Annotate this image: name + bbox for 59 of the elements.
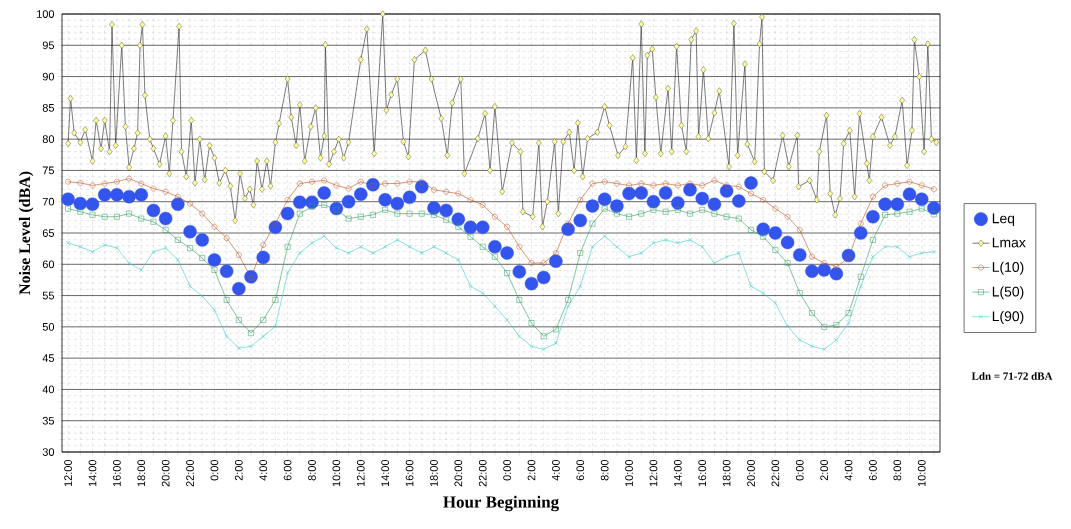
x-tick-label: 12:00 <box>64 459 72 487</box>
x-tick-label: 16:00 <box>698 459 707 487</box>
y-tick-label: 30 <box>42 448 55 456</box>
x-tick-label: 0:00 <box>210 459 219 481</box>
x-tick-label: 14:00 <box>88 459 97 487</box>
y-tick-label: 75 <box>42 166 55 175</box>
y-tick-label: 50 <box>42 322 55 331</box>
x-tick-label: 10:00 <box>332 459 341 487</box>
x-tick-label: 6:00 <box>576 459 585 481</box>
text: Ldn = 71-72 dBA <box>971 372 1053 380</box>
y-tick-label: 80 <box>42 135 55 144</box>
x-tick-label: 12:00 <box>356 459 365 487</box>
y-axis-title: Noise Level (dBA) <box>18 171 34 295</box>
x-tick-label: 8:00 <box>893 459 902 481</box>
x-tick-label: 18:00 <box>722 459 731 487</box>
x-tick-label: 16:00 <box>113 459 121 487</box>
y-tick-label: 55 <box>42 291 55 300</box>
legend-label: Lmax <box>992 237 1026 248</box>
x-tick-label: 6:00 <box>869 459 877 481</box>
x-tick-label: 18:00 <box>137 459 146 487</box>
y-tick-label: 90 <box>42 72 55 81</box>
legend-label: L(90) <box>992 310 1024 324</box>
x-tick-label: 22:00 <box>478 459 487 487</box>
x-tick-label: 10:00 <box>917 459 926 487</box>
x-tick-label: 4:00 <box>259 459 268 481</box>
y-tick-label: 40 <box>42 385 55 394</box>
x-tick-label: 8:00 <box>600 459 609 481</box>
x-tick-label: 22:00 <box>771 459 780 487</box>
x-tick-label: 6:00 <box>283 459 292 481</box>
x-tick-label: 8:00 <box>308 459 316 481</box>
x-tick-label: 20:00 <box>454 459 463 487</box>
x-tick-label: 14:00 <box>381 459 390 487</box>
x-axis-title: Hour Beginning <box>443 495 559 512</box>
x-tick-label: 20:00 <box>161 459 170 487</box>
x-tick-label: 10:00 <box>625 459 633 487</box>
legend-label: L(10) <box>992 261 1024 275</box>
legend-label: Leq <box>992 213 1015 227</box>
x-tick-label: 2:00 <box>527 459 536 481</box>
x-tick-label: 12:00 <box>649 459 658 487</box>
x-tick-label: 22:00 <box>186 459 194 487</box>
x-tick-label: 20:00 <box>747 459 755 487</box>
x-tick-label: 4:00 <box>844 459 853 481</box>
legend-label: L(50) <box>992 286 1024 300</box>
y-tick-label: 85 <box>42 103 55 112</box>
x-tick-label: 14:00 <box>673 459 682 487</box>
y-tick-label: 35 <box>42 416 55 425</box>
y-tick-label: 65 <box>42 229 55 237</box>
y-tick-label: 95 <box>42 41 55 50</box>
x-tick-label: 0:00 <box>795 459 804 481</box>
y-tick-label: 100 <box>37 10 55 18</box>
x-tick-label: 2:00 <box>234 459 243 481</box>
x-tick-label: 0:00 <box>503 459 511 481</box>
x-tick-label: 16:00 <box>405 459 414 487</box>
y-tick-label: 70 <box>42 197 55 206</box>
y-tick-label: 45 <box>42 354 55 362</box>
x-tick-label: 2:00 <box>820 459 829 481</box>
x-tick-label: 18:00 <box>430 459 438 487</box>
x-tick-label: 4:00 <box>552 459 560 481</box>
y-tick-label: 60 <box>42 260 55 269</box>
